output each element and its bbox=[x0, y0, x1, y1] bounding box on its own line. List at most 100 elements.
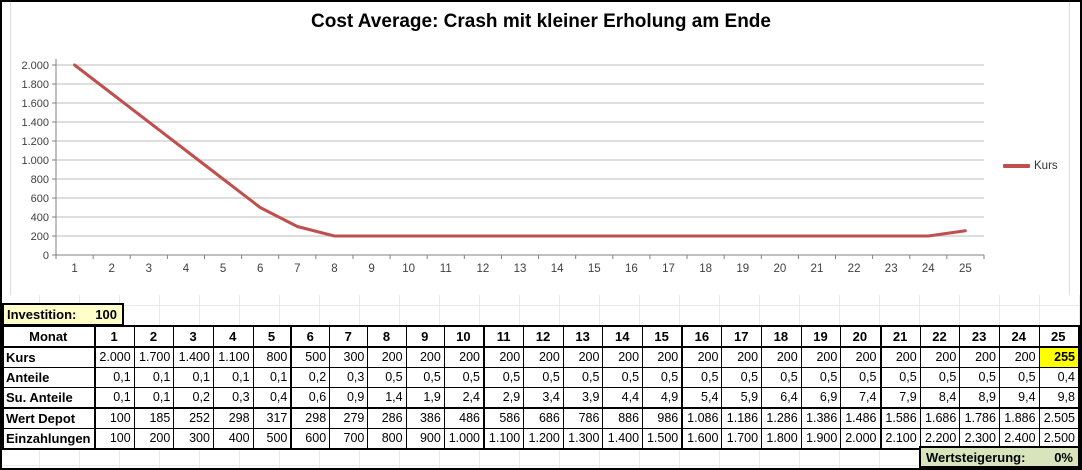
cell-anteile-13[interactable]: 0,5 bbox=[562, 367, 604, 388]
cell-monat-24[interactable]: 24 bbox=[998, 325, 1040, 348]
cell-su-anteile-7[interactable]: 0,9 bbox=[329, 387, 369, 409]
cell-einzahlungen-12[interactable]: 1.200 bbox=[523, 428, 564, 450]
cell-su-anteile-14[interactable]: 4,4 bbox=[602, 387, 644, 409]
cell-wert-depot-1[interactable]: 100 bbox=[94, 407, 135, 429]
cell-su-anteile-19[interactable]: 6,9 bbox=[800, 387, 842, 409]
cell-anteile-16[interactable]: 0,5 bbox=[681, 367, 723, 388]
cell-wert-depot-10[interactable]: 486 bbox=[443, 407, 485, 429]
cell-einzahlungen-8[interactable]: 800 bbox=[367, 428, 407, 450]
cell-su-anteile-22[interactable]: 8,4 bbox=[919, 387, 961, 409]
cell-wert-depot-21[interactable]: 1.586 bbox=[880, 407, 921, 429]
cell-wert-depot-8[interactable]: 286 bbox=[367, 407, 407, 429]
cell-wert-depot-20[interactable]: 1.486 bbox=[840, 407, 882, 429]
cell-monat-8[interactable]: 8 bbox=[367, 325, 407, 348]
cell-wert-depot-22[interactable]: 1.686 bbox=[919, 407, 961, 429]
row-label-einzahlungen[interactable]: Einzahlungen bbox=[2, 428, 96, 450]
cell-monat-5[interactable]: 5 bbox=[252, 325, 293, 348]
cell-su-anteile-18[interactable]: 6,4 bbox=[761, 387, 802, 409]
cell-su-anteile-2[interactable]: 0,1 bbox=[133, 387, 175, 409]
cell-anteile-11[interactable]: 0,5 bbox=[483, 367, 525, 388]
cell-einzahlungen-19[interactable]: 1.900 bbox=[800, 428, 842, 450]
cell-kurs-3[interactable]: 1.400 bbox=[173, 346, 214, 368]
cell-wert-depot-9[interactable]: 386 bbox=[405, 407, 445, 429]
cell-einzahlungen-3[interactable]: 300 bbox=[173, 428, 214, 450]
cell-einzahlungen-20[interactable]: 2.000 bbox=[840, 428, 882, 450]
cell-monat-14[interactable]: 14 bbox=[602, 325, 644, 348]
cell-su-anteile-24[interactable]: 9,4 bbox=[998, 387, 1040, 409]
cell-anteile-10[interactable]: 0,5 bbox=[443, 367, 485, 388]
cell-wert-depot-13[interactable]: 786 bbox=[562, 407, 604, 429]
cell-monat-6[interactable]: 6 bbox=[290, 325, 331, 348]
cell-su-anteile-16[interactable]: 5,4 bbox=[681, 387, 723, 409]
cell-einzahlungen-14[interactable]: 1.400 bbox=[602, 428, 644, 450]
cell-su-anteile-9[interactable]: 1,9 bbox=[405, 387, 445, 409]
cell-einzahlungen-11[interactable]: 1.100 bbox=[483, 428, 525, 450]
cell-su-anteile-11[interactable]: 2,9 bbox=[483, 387, 525, 409]
cell-anteile-17[interactable]: 0,5 bbox=[721, 367, 763, 388]
wertsteigerung-value[interactable]: 0% bbox=[1054, 449, 1073, 465]
cell-wert-depot-17[interactable]: 1.186 bbox=[721, 407, 763, 429]
cell-kurs-17[interactable]: 200 bbox=[721, 346, 763, 368]
cell-monat-11[interactable]: 11 bbox=[483, 325, 525, 348]
cell-kurs-6[interactable]: 500 bbox=[290, 346, 331, 368]
cell-monat-7[interactable]: 7 bbox=[329, 325, 369, 348]
cell-anteile-19[interactable]: 0,5 bbox=[800, 367, 842, 388]
cell-anteile-23[interactable]: 0,5 bbox=[959, 367, 1000, 388]
cell-kurs-21[interactable]: 200 bbox=[880, 346, 921, 368]
cell-kurs-7[interactable]: 300 bbox=[329, 346, 369, 368]
wertsteigerung-cell[interactable]: Wertsteigerung: 0% bbox=[919, 446, 1080, 468]
cell-monat-9[interactable]: 9 bbox=[405, 325, 445, 348]
row-label-anteile[interactable]: Anteile bbox=[2, 367, 96, 388]
cell-kurs-15[interactable]: 200 bbox=[642, 346, 684, 368]
investition-value[interactable]: 100 bbox=[95, 307, 117, 322]
cell-wert-depot-3[interactable]: 252 bbox=[173, 407, 214, 429]
row-label-monat[interactable]: Monat bbox=[2, 325, 96, 348]
cell-kurs-20[interactable]: 200 bbox=[840, 346, 882, 368]
cell-einzahlungen-21[interactable]: 2.100 bbox=[880, 428, 921, 450]
cell-wert-depot-14[interactable]: 886 bbox=[602, 407, 644, 429]
cell-anteile-8[interactable]: 0,5 bbox=[367, 367, 407, 388]
cell-kurs-9[interactable]: 200 bbox=[405, 346, 445, 368]
cell-einzahlungen-5[interactable]: 500 bbox=[252, 428, 293, 450]
cell-kurs-12[interactable]: 200 bbox=[523, 346, 564, 368]
cell-kurs-19[interactable]: 200 bbox=[800, 346, 842, 368]
cell-einzahlungen-15[interactable]: 1.500 bbox=[642, 428, 684, 450]
cell-einzahlungen-10[interactable]: 1.000 bbox=[443, 428, 485, 450]
cell-monat-3[interactable]: 3 bbox=[173, 325, 214, 348]
cell-su-anteile-8[interactable]: 1,4 bbox=[367, 387, 407, 409]
cell-kurs-4[interactable]: 1.100 bbox=[212, 346, 254, 368]
cell-einzahlungen-25[interactable]: 2.500 bbox=[1038, 428, 1080, 450]
cell-kurs-23[interactable]: 200 bbox=[959, 346, 1000, 368]
cell-monat-19[interactable]: 19 bbox=[800, 325, 842, 348]
cell-wert-depot-25[interactable]: 2.505 bbox=[1038, 407, 1080, 429]
cell-wert-depot-5[interactable]: 317 bbox=[252, 407, 293, 429]
cell-anteile-5[interactable]: 0,1 bbox=[252, 367, 293, 388]
cell-su-anteile-10[interactable]: 2,4 bbox=[443, 387, 485, 409]
cell-einzahlungen-18[interactable]: 1.800 bbox=[761, 428, 802, 450]
cell-anteile-1[interactable]: 0,1 bbox=[94, 367, 135, 388]
cell-anteile-21[interactable]: 0,5 bbox=[880, 367, 921, 388]
cell-einzahlungen-16[interactable]: 1.600 bbox=[681, 428, 723, 450]
cell-anteile-20[interactable]: 0,5 bbox=[840, 367, 882, 388]
cell-kurs-1[interactable]: 2.000 bbox=[94, 346, 135, 368]
cell-monat-4[interactable]: 4 bbox=[212, 325, 254, 348]
cell-einzahlungen-17[interactable]: 1.700 bbox=[721, 428, 763, 450]
cell-monat-25[interactable]: 25 bbox=[1038, 325, 1080, 348]
cell-wert-depot-6[interactable]: 298 bbox=[290, 407, 331, 429]
cell-wert-depot-4[interactable]: 298 bbox=[212, 407, 254, 429]
cell-kurs-5[interactable]: 800 bbox=[252, 346, 293, 368]
cell-kurs-25[interactable]: 255 bbox=[1038, 346, 1080, 368]
cell-wert-depot-15[interactable]: 986 bbox=[642, 407, 684, 429]
cell-wert-depot-16[interactable]: 1.086 bbox=[681, 407, 723, 429]
cell-monat-17[interactable]: 17 bbox=[721, 325, 763, 348]
cell-su-anteile-25[interactable]: 9,8 bbox=[1038, 387, 1080, 409]
cell-kurs-8[interactable]: 200 bbox=[367, 346, 407, 368]
cell-einzahlungen-7[interactable]: 700 bbox=[329, 428, 369, 450]
cell-su-anteile-3[interactable]: 0,2 bbox=[173, 387, 214, 409]
cell-einzahlungen-13[interactable]: 1.300 bbox=[562, 428, 604, 450]
cell-kurs-2[interactable]: 1.700 bbox=[133, 346, 175, 368]
cell-anteile-9[interactable]: 0,5 bbox=[405, 367, 445, 388]
cell-anteile-4[interactable]: 0,1 bbox=[212, 367, 254, 388]
cell-kurs-11[interactable]: 200 bbox=[483, 346, 525, 368]
cell-anteile-25[interactable]: 0,4 bbox=[1038, 367, 1080, 388]
